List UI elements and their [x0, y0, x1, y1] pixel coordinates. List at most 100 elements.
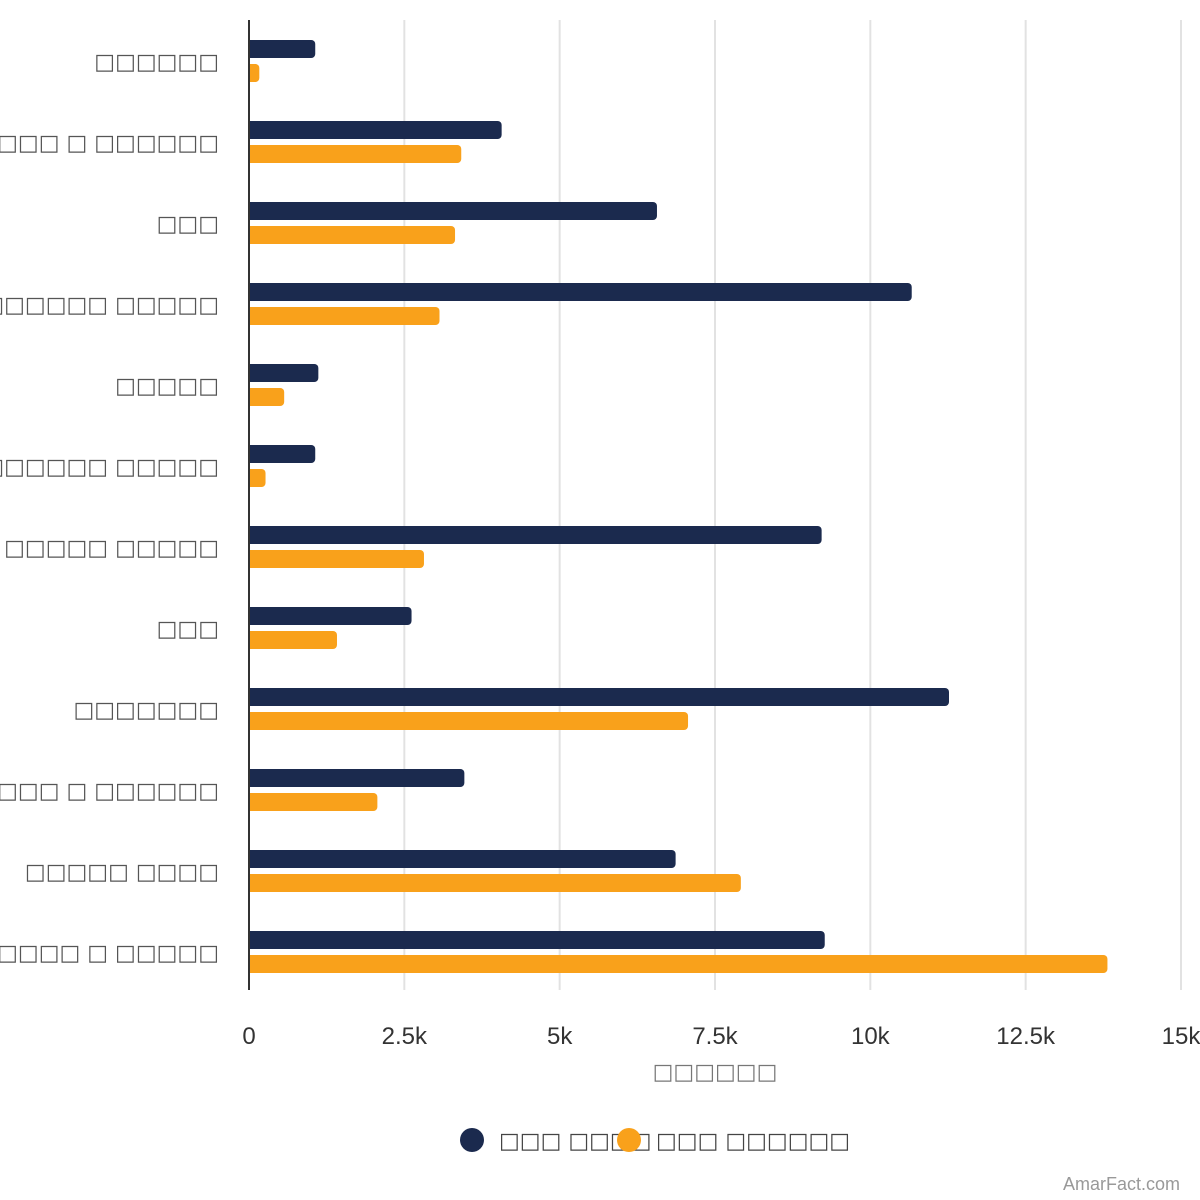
category-label: □□□□□□□ [73, 698, 219, 723]
category-label: □□□□□ □□□□□ [4, 536, 219, 561]
bar [250, 64, 260, 82]
bar [250, 631, 337, 649]
category-label: □□□□□□ □ □□□□□□ [0, 131, 219, 156]
bar [250, 874, 741, 892]
category-label: □□□□□□□□ □□□□□ [0, 293, 219, 318]
bar [250, 40, 316, 58]
bar-body [250, 445, 316, 463]
bar [250, 388, 285, 406]
bar-body [250, 40, 316, 58]
x-tick-label: 15k [1162, 1023, 1200, 1050]
bar [250, 931, 825, 949]
bar-base [250, 769, 256, 787]
bar-body [250, 712, 689, 730]
bar-base [250, 226, 256, 244]
bar [250, 712, 689, 730]
bar-body [250, 850, 676, 868]
bar-body [250, 931, 825, 949]
category-label: □□□□□ [115, 374, 219, 399]
bar-body [250, 121, 502, 139]
bar [250, 955, 1108, 973]
bar-body [250, 145, 462, 163]
bar-base [250, 550, 256, 568]
category-label: □□□□□□ □ □□□□□□ [0, 779, 219, 804]
bar-body [250, 550, 424, 568]
category-labels: □□□□□□ □□□ □ □□ □ □□□□□□ □□□□□ □□□□□□ □□□□ □□□… [0, 50, 219, 966]
bars [250, 40, 1108, 973]
bar [250, 526, 822, 544]
bar-base [250, 631, 256, 649]
bar [250, 364, 319, 382]
legend: □□□ □□□□ □□□ □□□□□□ [460, 1128, 850, 1154]
bar-base [250, 607, 256, 625]
bar-base [250, 364, 256, 382]
x-tick-label: 12.5k [996, 1023, 1056, 1050]
bar-base [250, 850, 256, 868]
x-tick-label: 7.5k [692, 1023, 738, 1050]
bar-base [250, 40, 256, 58]
category-label: □□□□□□□ □ □□□□□□ □□□□□ [0, 455, 219, 480]
category-label: □□□□□□□□ □ □□□□□ [0, 941, 219, 966]
grid-lines [403, 20, 1182, 990]
bar-base [250, 526, 256, 544]
x-tick-label: 10k [851, 1023, 891, 1050]
bar-body [250, 874, 741, 892]
bar [250, 850, 676, 868]
legend-item[interactable]: □□□ □□□□□□ [617, 1128, 850, 1154]
bar [250, 793, 378, 811]
bar-body [250, 526, 822, 544]
x-tick-label: 5k [547, 1023, 573, 1050]
bar [250, 307, 440, 325]
bar-base [250, 388, 256, 406]
bar-base [250, 283, 256, 301]
bar-base [250, 121, 256, 139]
bar-base [250, 307, 256, 325]
bar [250, 607, 412, 625]
x-tick-label: 2.5k [382, 1023, 428, 1050]
category-label: □□□ [157, 617, 219, 642]
bar-body [250, 388, 285, 406]
bar-base [250, 64, 256, 82]
bar-body [250, 631, 337, 649]
bar [250, 469, 266, 487]
category-label: □□□□□□ [94, 50, 219, 75]
bar-body [250, 307, 440, 325]
bar-base [250, 874, 256, 892]
bar-body [250, 769, 465, 787]
bar-base [250, 793, 256, 811]
bar-base [250, 145, 256, 163]
bar-base [250, 712, 256, 730]
x-axis-title: □□□□□□ [653, 1060, 778, 1085]
bar [250, 769, 465, 787]
legend-swatch [460, 1128, 484, 1152]
bar [250, 202, 657, 220]
bar [250, 688, 949, 706]
x-tick-label: 0 [242, 1023, 255, 1050]
bar-base [250, 469, 256, 487]
bar-body [250, 793, 378, 811]
legend-label: □□□ □□□□□□ [656, 1129, 850, 1154]
bar-base [250, 445, 256, 463]
bar [250, 283, 912, 301]
category-label: □□□ [157, 212, 219, 237]
legend-swatch [617, 1128, 641, 1152]
x-tick-labels: 0 2.5k 5k 7.5k 10k 12.5k 15k [242, 1023, 1200, 1050]
bar [250, 550, 424, 568]
bar-body [250, 955, 1108, 973]
bar [250, 226, 456, 244]
bar-base [250, 688, 256, 706]
bar-body [250, 202, 657, 220]
bar [250, 445, 316, 463]
bar-body [250, 607, 412, 625]
bar [250, 145, 462, 163]
category-label: □□□□□ □□□□ [25, 860, 219, 885]
bar-base [250, 955, 256, 973]
credit-text: AmarFact.com [1063, 1174, 1180, 1194]
bar-body [250, 364, 319, 382]
bar-body [250, 688, 949, 706]
bar-body [250, 226, 456, 244]
bar-body [250, 283, 912, 301]
bar [250, 121, 502, 139]
bar-base [250, 931, 256, 949]
